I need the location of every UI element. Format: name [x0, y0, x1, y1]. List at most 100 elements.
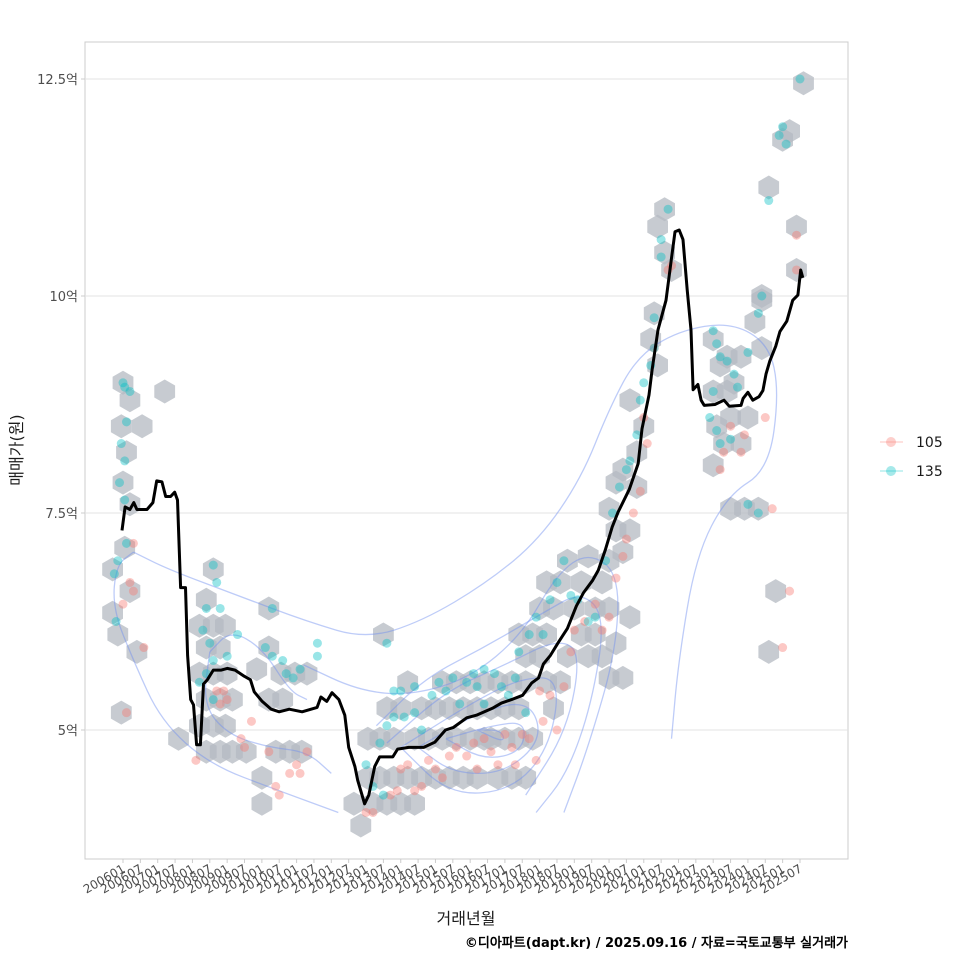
point-135: [708, 326, 718, 336]
point-105: [295, 768, 305, 778]
point-135: [538, 630, 548, 640]
point-105: [739, 430, 749, 440]
point-135: [583, 617, 593, 626]
hexbin: [350, 813, 372, 838]
point-135: [729, 369, 739, 379]
y-axis: 5억 7.5억 10억 12.5억: [37, 73, 85, 739]
hexbin: [619, 518, 641, 543]
hexbin: [536, 622, 557, 647]
hexbin: [119, 388, 141, 413]
point-105: [215, 699, 225, 709]
point-135: [764, 196, 774, 206]
point-135: [778, 122, 788, 132]
point-135: [566, 590, 576, 600]
point-135: [708, 386, 718, 396]
density-contour: [445, 722, 525, 758]
hexbin: [126, 639, 148, 664]
point-105: [726, 421, 736, 431]
point-135: [514, 647, 524, 657]
point-105: [451, 742, 461, 752]
legend-item-135[interactable]: 135: [880, 464, 943, 480]
hexbin: [584, 622, 606, 647]
point-105: [767, 504, 777, 514]
point-135: [781, 139, 791, 149]
point-105: [778, 643, 788, 653]
hexbin-layer: [102, 71, 814, 838]
point-105: [430, 764, 440, 774]
hexbin: [543, 696, 564, 721]
hexbin: [619, 605, 641, 630]
point-105: [510, 760, 520, 770]
hexbin: [296, 661, 318, 686]
point-135: [389, 712, 399, 722]
point-105: [507, 742, 517, 752]
point-105: [545, 690, 555, 700]
point-135: [208, 656, 218, 666]
hexbin: [112, 370, 134, 395]
point-105: [736, 447, 746, 457]
point-105: [361, 807, 371, 817]
caption: ©디아파트(dapt.kr) / 2025.09.16 / 자료=국토교통부 실…: [465, 935, 848, 951]
point-135: [663, 204, 673, 214]
point-105: [191, 755, 201, 765]
point-135: [194, 677, 204, 687]
point-135: [635, 395, 645, 405]
legend-key-point-135: [886, 466, 896, 476]
hexbin: [515, 670, 537, 695]
hexbin: [730, 344, 752, 369]
point-105: [128, 538, 138, 548]
point-105: [500, 729, 510, 739]
hexbin: [758, 175, 780, 200]
hexbin: [612, 540, 634, 565]
point-105: [222, 695, 232, 705]
point-135: [472, 682, 482, 692]
hexbin: [215, 613, 236, 638]
density-contour: [209, 634, 308, 701]
point-135: [712, 426, 722, 436]
y-tick-label: 10억: [49, 290, 78, 305]
point-105: [368, 807, 378, 817]
legend-item-105[interactable]: 105: [880, 435, 943, 451]
point-135: [382, 721, 392, 731]
point-105: [597, 625, 607, 635]
point-135: [441, 686, 451, 696]
point-135: [743, 499, 753, 509]
legend-key-point-105: [886, 437, 896, 447]
point-135: [389, 686, 399, 696]
point-105: [212, 686, 222, 696]
point-105: [524, 734, 534, 744]
legend-label-135: 135: [916, 464, 943, 480]
point-135: [656, 235, 666, 245]
hexbin: [626, 440, 648, 465]
point-105: [531, 755, 541, 765]
point-135: [715, 352, 725, 362]
point-105: [302, 747, 312, 757]
density-contour: [113, 551, 339, 814]
trend-line-layer: [120, 228, 805, 806]
hexbin: [747, 496, 769, 521]
point-135: [410, 682, 420, 692]
point-135: [632, 430, 642, 440]
point-105: [760, 413, 770, 423]
point-105: [396, 764, 406, 774]
point-105: [118, 599, 128, 609]
y-tick-label: 7.5억: [45, 507, 78, 522]
point-135: [757, 291, 767, 301]
point-135: [656, 252, 666, 262]
point-135: [260, 643, 270, 653]
point-105: [569, 625, 579, 635]
point-135: [113, 556, 123, 566]
point-135: [125, 386, 135, 396]
point-135: [448, 673, 458, 683]
point-105: [264, 747, 274, 757]
hexbin: [550, 570, 571, 595]
hexbin: [543, 596, 564, 621]
point-105: [635, 486, 645, 496]
hexbin: [793, 71, 814, 96]
point-105: [785, 586, 795, 596]
point-135: [375, 738, 385, 748]
hexbin: [343, 791, 365, 816]
point-135: [621, 465, 631, 475]
point-105: [139, 643, 149, 653]
hexbin: [102, 557, 123, 582]
